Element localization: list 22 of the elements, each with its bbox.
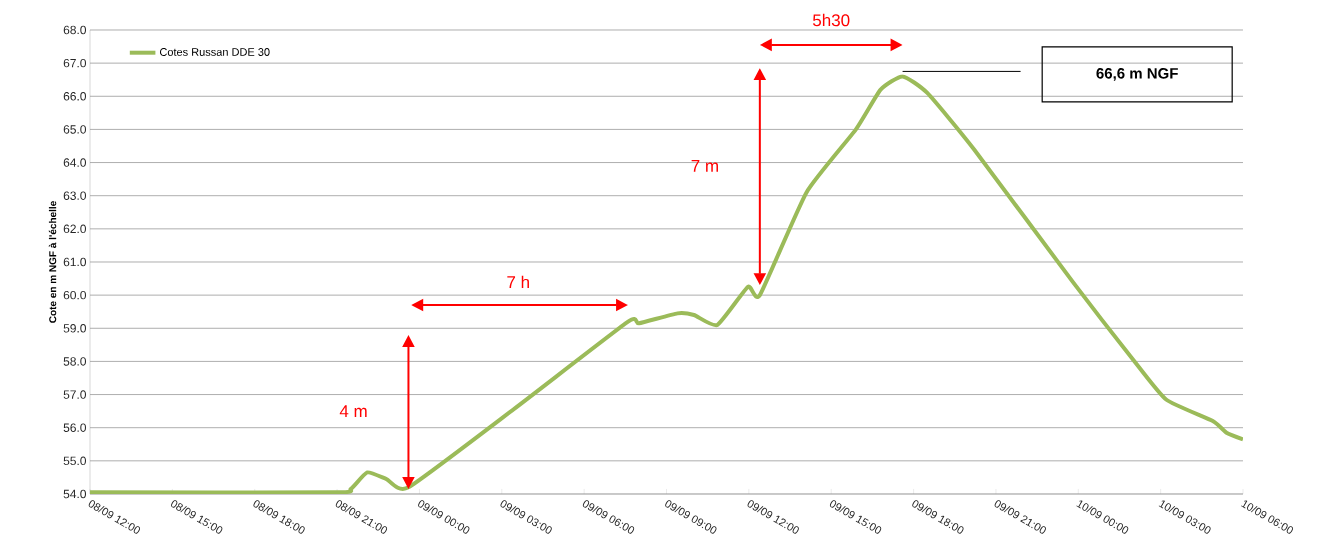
y-tick-label: 55.0 bbox=[63, 456, 87, 466]
y-tick-label: 56.0 bbox=[63, 423, 87, 432]
y-tick-label: 54.0 bbox=[63, 489, 87, 499]
y-axis-title: Cote en m NGF à l'échelle bbox=[48, 201, 57, 323]
annotation: 4 m bbox=[339, 405, 367, 417]
legend-label: Cotes Russan DDE 30 bbox=[159, 48, 270, 56]
annotation: 7 m bbox=[691, 160, 718, 172]
y-tick-label: 57.0 bbox=[63, 390, 87, 399]
annotation: 66,6 m NGF bbox=[1096, 68, 1178, 81]
y-tick-label: 59.0 bbox=[63, 324, 87, 333]
y-tick-label: 67.0 bbox=[63, 58, 87, 68]
y-tick-label: 62.0 bbox=[63, 224, 87, 234]
y-tick-label: 68.0 bbox=[63, 25, 87, 35]
y-tick-label: 58.0 bbox=[63, 357, 87, 366]
y-tick-label: 65.0 bbox=[63, 125, 87, 134]
y-tick-label: 60.0 bbox=[63, 290, 87, 300]
y-tick-label: 63.0 bbox=[63, 191, 87, 200]
annotation: 7 h bbox=[507, 275, 529, 289]
y-tick-label: 64.0 bbox=[63, 158, 87, 167]
y-tick-label: 66.0 bbox=[63, 92, 87, 101]
text: 5h30 bbox=[812, 13, 850, 27]
y-tick-label: 61.0 bbox=[63, 257, 87, 267]
